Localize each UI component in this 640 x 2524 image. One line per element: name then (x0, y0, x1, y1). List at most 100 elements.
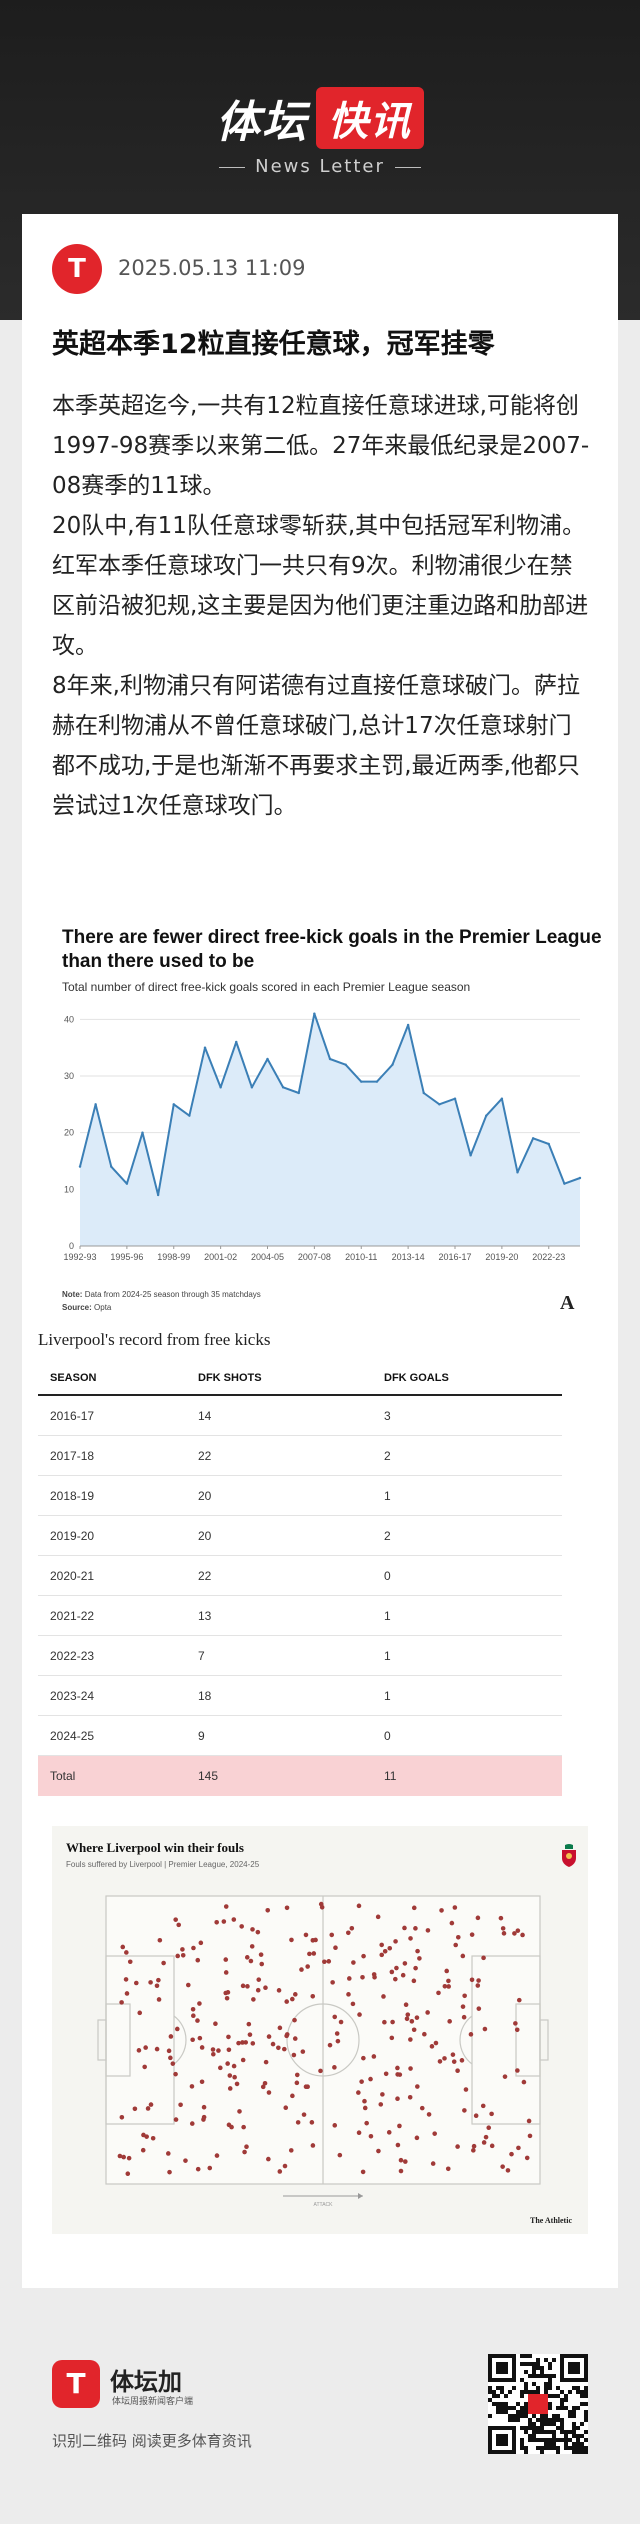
foul-dot (224, 1995, 230, 2001)
foul-dot (411, 2027, 417, 2033)
foul-dot (307, 1951, 312, 1957)
foul-dot (502, 2074, 508, 2079)
foul-dot (425, 1928, 431, 1933)
foul-dot (259, 1961, 265, 1967)
foul-dot (276, 2045, 281, 2051)
foul-dot (415, 2084, 420, 2089)
data-point (110, 1165, 113, 1168)
qr-module (572, 2406, 576, 2410)
foul-dot (132, 2106, 138, 2112)
foul-dot (161, 1960, 166, 1966)
x-tick-label: 2016-17 (438, 1252, 471, 1262)
table-cell: 18 (198, 1689, 212, 1703)
qr-module (524, 2382, 528, 2386)
foul-dot (119, 2114, 125, 2120)
qr-module (548, 2362, 552, 2366)
qr-module (548, 2378, 552, 2382)
table-cell: 7 (198, 1649, 205, 1663)
foul-dot (337, 2152, 343, 2158)
foul-dot (481, 2140, 487, 2145)
qr-module (508, 2406, 512, 2410)
table-cell: 11 (384, 1769, 397, 1783)
foul-dot (386, 2130, 392, 2135)
attack-label: ATTACK (314, 2202, 334, 2208)
table-row: 2018-19 20 1 (38, 1476, 562, 1516)
foul-dot (404, 2016, 410, 2022)
qr-code[interactable] (488, 2354, 588, 2454)
penalty-arc-right (459, 2015, 473, 2065)
foul-dot (223, 1990, 229, 1996)
qr-module (536, 2418, 540, 2422)
foul-dot (218, 2065, 223, 2071)
table-cell: 1 (384, 1649, 391, 1663)
x-tick-label: 2007-08 (298, 1252, 331, 1262)
qr-module (568, 2410, 572, 2414)
foul-dot (436, 1990, 441, 1996)
qr-module (584, 2410, 588, 2414)
foul-dot (191, 1945, 196, 1951)
foul-dot (445, 2166, 451, 2172)
foul-dot (290, 1996, 295, 2002)
qr-module (536, 2362, 540, 2366)
foul-dot (250, 2041, 256, 2046)
foul-dot (120, 1944, 126, 1950)
qr-module (548, 2418, 552, 2422)
qr-module (572, 2442, 576, 2446)
table-cell: 2024-25 (50, 1729, 95, 1743)
foul-dot (514, 2027, 520, 2033)
foul-dot (515, 1928, 521, 1933)
foul-dot (214, 2153, 220, 2158)
qr-module (536, 2438, 540, 2442)
qr-module (560, 2418, 564, 2422)
foul-dot (471, 2148, 476, 2153)
foul-dot (330, 1980, 335, 1985)
foul-dot (292, 2017, 297, 2023)
foul-dot (127, 1959, 133, 1965)
qr-module (548, 2438, 552, 2442)
qr-module (520, 2354, 524, 2358)
data-point (375, 1080, 379, 1083)
foul-dot (123, 1977, 129, 1982)
qr-finder-core (496, 2434, 508, 2446)
foul-dot (500, 1926, 506, 1931)
data-point (547, 1142, 550, 1146)
foul-dot (180, 1947, 185, 1952)
foul-dot (173, 1917, 178, 1922)
foul-dot (199, 2079, 205, 2085)
qr-module (524, 2362, 528, 2366)
qr-module (556, 2446, 560, 2450)
qr-module (528, 2422, 532, 2426)
table-cell: 13 (198, 1609, 212, 1623)
qr-module (552, 2446, 556, 2450)
foul-dot (225, 2061, 230, 2066)
goal-left (97, 2019, 107, 2061)
foul-dot (290, 2093, 295, 2099)
qr-module (536, 2374, 540, 2378)
foul-dot (251, 1997, 256, 2002)
foul-dot (403, 2159, 408, 2164)
foul-dot (310, 1993, 316, 1999)
qr-module (556, 2414, 560, 2418)
foul-dot (393, 1939, 398, 1944)
foul-dot (422, 2031, 427, 2037)
data-point (203, 1046, 207, 1049)
foul-dot (512, 1931, 517, 1936)
foul-dot (190, 2006, 196, 2012)
foul-dot (395, 2142, 401, 2148)
foul-dot (460, 1953, 466, 1959)
foul-dot (429, 2044, 435, 2049)
foul-dot (211, 2051, 216, 2057)
qr-module (516, 2414, 520, 2418)
qr-module (528, 2374, 532, 2378)
foul-dot (239, 1924, 244, 1929)
foul-dot (349, 1925, 355, 1931)
qr-module (564, 2434, 568, 2438)
foul-dot (461, 2014, 467, 2020)
qr-module (556, 2418, 560, 2422)
fk-goals-chart-panel: There are fewer direct free-kick goals i… (52, 700, 612, 1314)
foul-dot (446, 1984, 451, 1989)
foul-dot (486, 2125, 492, 2131)
qr-module (520, 2406, 524, 2410)
qr-module (528, 2426, 532, 2430)
qr-module (520, 2410, 524, 2414)
